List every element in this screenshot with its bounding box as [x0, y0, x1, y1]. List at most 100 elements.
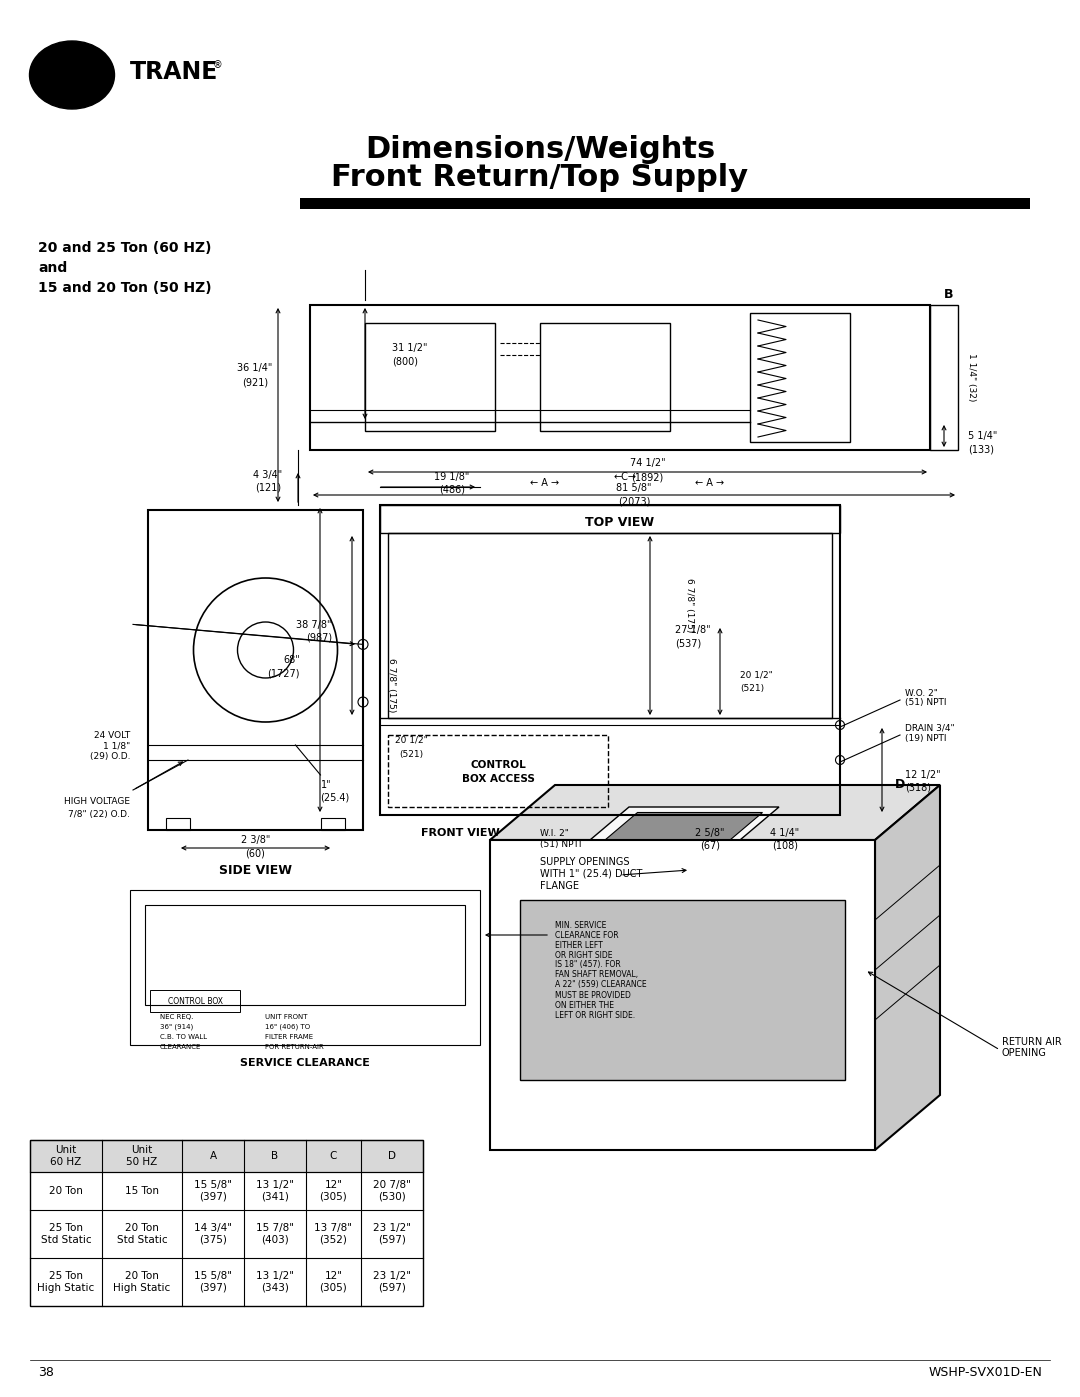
- Text: B: B: [944, 289, 954, 302]
- Text: 74 1/2": 74 1/2": [630, 458, 665, 468]
- Text: FILTER FRAME: FILTER FRAME: [265, 1034, 313, 1039]
- Text: 2 5/8": 2 5/8": [696, 828, 725, 838]
- Text: (921): (921): [242, 377, 268, 387]
- Ellipse shape: [29, 41, 114, 109]
- Circle shape: [852, 1127, 862, 1137]
- Text: UNIT FRONT: UNIT FRONT: [265, 1014, 308, 1020]
- Bar: [145, 905, 465, 1004]
- Bar: [519, 900, 845, 1080]
- Text: FRONT VIEW: FRONT VIEW: [420, 828, 499, 838]
- Text: BOX ACCESS: BOX ACCESS: [461, 774, 535, 784]
- Text: (19) NPTI: (19) NPTI: [905, 735, 946, 743]
- Bar: [130, 890, 480, 1045]
- Text: 12 1/2": 12 1/2": [905, 770, 941, 780]
- Text: (987): (987): [306, 633, 332, 643]
- Bar: [365, 323, 495, 432]
- Text: 20 and 25 Ton (60 HZ): 20 and 25 Ton (60 HZ): [38, 242, 212, 256]
- Text: 4 1/4": 4 1/4": [770, 828, 799, 838]
- Polygon shape: [605, 813, 762, 840]
- Text: EITHER LEFT: EITHER LEFT: [555, 940, 603, 950]
- Text: (51) NPTI: (51) NPTI: [540, 841, 581, 849]
- Bar: [750, 313, 850, 441]
- Text: 1 1/4" (32): 1 1/4" (32): [968, 353, 976, 402]
- Circle shape: [503, 1127, 513, 1137]
- Text: (133): (133): [968, 446, 994, 455]
- Text: CONTROL: CONTROL: [470, 760, 526, 770]
- Text: (318): (318): [905, 782, 931, 792]
- Text: SUPPLY OPENINGS: SUPPLY OPENINGS: [540, 856, 630, 868]
- Polygon shape: [590, 807, 779, 840]
- Text: (521): (521): [399, 750, 423, 759]
- Text: 36" (914): 36" (914): [160, 1024, 193, 1030]
- Text: IS 18" (457). FOR: IS 18" (457). FOR: [555, 961, 621, 970]
- Text: 14 3/4"
(375): 14 3/4" (375): [194, 1224, 232, 1245]
- Text: 1 1/8": 1 1/8": [103, 742, 130, 750]
- Text: 38: 38: [38, 1365, 54, 1379]
- Text: ®: ®: [213, 60, 222, 70]
- Text: 1": 1": [321, 780, 332, 789]
- Text: (121): (121): [255, 483, 281, 493]
- Text: 20 Ton: 20 Ton: [49, 1186, 83, 1196]
- Polygon shape: [490, 785, 940, 840]
- Text: C.B. TO WALL: C.B. TO WALL: [160, 1034, 207, 1039]
- Text: (1892): (1892): [632, 474, 663, 483]
- Text: 13 1/2"
(341): 13 1/2" (341): [256, 1180, 294, 1201]
- Text: HIGH VOLTAGE: HIGH VOLTAGE: [64, 798, 130, 806]
- Text: 23 1/2"
(597): 23 1/2" (597): [373, 1224, 411, 1245]
- Text: (2073): (2073): [618, 497, 650, 507]
- Text: A 22" (559) CLEARANCE: A 22" (559) CLEARANCE: [555, 981, 647, 989]
- Bar: [540, 323, 670, 432]
- Text: 13 7/8"
(352): 13 7/8" (352): [314, 1224, 352, 1245]
- Circle shape: [852, 854, 862, 863]
- Text: 31 1/2": 31 1/2": [392, 342, 428, 352]
- Text: 36 1/4": 36 1/4": [238, 362, 272, 373]
- Text: 15 5/8"
(397): 15 5/8" (397): [194, 1271, 232, 1292]
- Text: WSHP-SVX01D-EN: WSHP-SVX01D-EN: [928, 1365, 1042, 1379]
- Text: CLEARANCE: CLEARANCE: [160, 1044, 201, 1051]
- Text: (486): (486): [438, 485, 465, 495]
- Bar: [30, 1140, 423, 1306]
- Text: NEC REQ.: NEC REQ.: [160, 1014, 193, 1020]
- Text: ON EITHER THE: ON EITHER THE: [555, 1000, 615, 1010]
- Bar: [380, 504, 840, 534]
- Text: 15 7/8"
(403): 15 7/8" (403): [256, 1224, 294, 1245]
- Bar: [388, 534, 832, 718]
- Text: LEFT OR RIGHT SIDE.: LEFT OR RIGHT SIDE.: [555, 1010, 635, 1020]
- Text: FAN SHAFT REMOVAL,: FAN SHAFT REMOVAL,: [555, 971, 638, 979]
- Text: Dimensions/Weights: Dimensions/Weights: [365, 136, 715, 165]
- Text: 6 7/8" (175): 6 7/8" (175): [686, 578, 694, 633]
- Bar: [930, 305, 958, 450]
- Text: MUST BE PROVIDED: MUST BE PROVIDED: [555, 990, 631, 999]
- Bar: [166, 819, 190, 830]
- Text: ←C→: ←C→: [613, 472, 636, 482]
- Text: (800): (800): [392, 356, 418, 366]
- Text: (29) O.D.: (29) O.D.: [90, 753, 130, 761]
- Text: MIN. SERVICE: MIN. SERVICE: [555, 921, 606, 929]
- Text: 19 1/8": 19 1/8": [434, 472, 470, 482]
- Text: 15 and 20 Ton (50 HZ): 15 and 20 Ton (50 HZ): [38, 281, 212, 295]
- Text: (25.4): (25.4): [321, 792, 350, 802]
- Text: 16" (406) TO: 16" (406) TO: [265, 1024, 310, 1030]
- Text: 24 VOLT: 24 VOLT: [94, 731, 130, 739]
- Bar: [388, 735, 608, 807]
- Text: A: A: [210, 1151, 217, 1161]
- Text: CLEARANCE FOR: CLEARANCE FOR: [555, 930, 619, 940]
- Bar: [150, 990, 240, 1011]
- Text: 25 Ton
Std Static: 25 Ton Std Static: [41, 1224, 92, 1245]
- Text: WITH 1" (25.4) DUCT: WITH 1" (25.4) DUCT: [540, 869, 643, 879]
- Text: 20 1/2": 20 1/2": [394, 735, 428, 745]
- Text: 15 5/8"
(397): 15 5/8" (397): [194, 1180, 232, 1201]
- Text: 12"
(305): 12" (305): [320, 1180, 348, 1201]
- Text: 4 3/4": 4 3/4": [254, 469, 283, 481]
- Text: SIDE VIEW: SIDE VIEW: [219, 863, 292, 876]
- Bar: [30, 1140, 423, 1172]
- Text: (60): (60): [245, 849, 266, 859]
- Text: Unit
60 HZ: Unit 60 HZ: [51, 1146, 82, 1166]
- Text: (537): (537): [675, 638, 701, 648]
- Bar: [310, 305, 930, 450]
- Text: 81 5/8": 81 5/8": [617, 483, 651, 493]
- Text: (1727): (1727): [268, 668, 300, 678]
- Text: 15 Ton: 15 Ton: [125, 1186, 159, 1196]
- Text: 6 7/8" (175): 6 7/8" (175): [387, 658, 395, 712]
- Circle shape: [503, 854, 513, 863]
